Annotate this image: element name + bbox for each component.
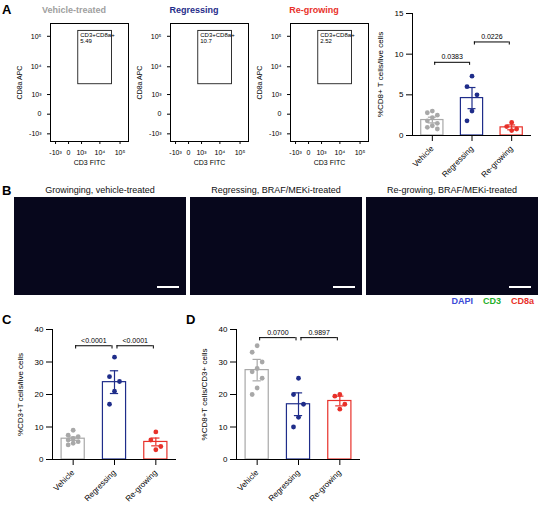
svg-text:Vehicle: Vehicle [411,144,436,169]
svg-text:<0.0001: <0.0001 [122,337,148,344]
svg-text:10: 10 [35,423,44,432]
svg-text:Regressing: Regressing [440,144,475,179]
svg-text:10⁴: 10⁴ [214,149,225,156]
svg-text:0.9897: 0.9897 [308,329,330,336]
svg-text:10⁵: 10⁵ [271,33,282,40]
html-text:DAPI: DAPI [451,296,473,306]
html-text:C: C [2,312,12,327]
svg-text:Re-growing: Re-growing [480,144,515,179]
svg-text:-10³: -10³ [269,130,282,137]
svg-text:Re-growing: Re-growing [308,468,343,503]
svg-text:CD8a APC: CD8a APC [256,66,263,100]
svg-text:-10³: -10³ [289,149,302,156]
html-text:Re-growing, BRAF/MEKi-treated: Re-growing, BRAF/MEKi-treated [387,185,517,195]
svg-text:-10³: -10³ [29,130,42,137]
svg-text:CD3+CD8a+10.7: CD3+CD8a+10.7 [200,32,235,44]
html-text:Growinging, vehicle-treated: Growinging, vehicle-treated [45,185,155,195]
svg-text:10⁵: 10⁵ [151,33,162,40]
svg-text:0: 0 [187,149,191,156]
html-text:Regressing: Regressing [169,5,219,15]
svg-text:5: 5 [399,90,404,99]
svg-text:0: 0 [158,110,162,117]
svg-text:10: 10 [395,50,404,59]
svg-text:<0.0001: <0.0001 [81,337,107,344]
svg-text:10⁴: 10⁴ [94,149,105,156]
svg-text:CD3 FITC: CD3 FITC [74,159,106,166]
html-text:CD8a: CD8a [511,296,534,306]
svg-text:0.0226: 0.0226 [481,33,503,40]
html-text:Re-growing: Re-growing [289,5,339,15]
svg-text:%CD3+T cells/live cells: %CD3+T cells/live cells [16,353,25,436]
svg-text:Regressing: Regressing [267,468,302,503]
svg-text:10⁴: 10⁴ [271,63,282,70]
svg-text:CD8a APC: CD8a APC [136,66,143,100]
html-text:D: D [186,312,196,327]
svg-text:0: 0 [399,131,404,140]
svg-text:30: 30 [35,358,44,367]
svg-text:20: 20 [219,390,228,399]
svg-text:0: 0 [38,110,42,117]
svg-text:0: 0 [278,110,282,117]
svg-text:10⁵: 10⁵ [355,149,366,156]
svg-text:10: 10 [219,423,228,432]
svg-text:10³: 10³ [151,91,162,98]
svg-text:%CD8+T cells/CD3+ cells: %CD8+T cells/CD3+ cells [200,349,209,441]
svg-text:Regressing: Regressing [83,468,118,503]
svg-text:10⁵: 10⁵ [31,33,42,40]
svg-text:10³: 10³ [196,149,207,156]
svg-text:-10³: -10³ [49,149,62,156]
svg-text:Vehicle: Vehicle [236,468,261,493]
svg-text:0.0700: 0.0700 [267,329,289,336]
svg-text:10⁴: 10⁴ [31,63,42,70]
svg-text:CD8a APC: CD8a APC [16,66,23,100]
html-text:Regressing, BRAF/MEKi-treated: Regressing, BRAF/MEKi-treated [211,185,341,195]
svg-text:-10³: -10³ [149,130,162,137]
svg-text:10⁵: 10⁵ [235,149,246,156]
svg-text:CD3 FITC: CD3 FITC [314,159,346,166]
svg-text:0.0383: 0.0383 [441,53,463,60]
html-text:A: A [2,2,12,17]
svg-text:0: 0 [223,455,228,464]
svg-text:Vehicle: Vehicle [52,468,77,493]
html-text:Vehicle-treated: Vehicle-treated [42,5,106,15]
html-text:B: B [2,183,12,198]
svg-text:CD3+CD8a+5.49: CD3+CD8a+5.49 [80,32,115,44]
svg-text:10³: 10³ [76,149,87,156]
svg-text:0: 0 [307,149,311,156]
svg-text:40: 40 [35,325,44,334]
svg-text:30: 30 [219,358,228,367]
svg-text:Re-growing: Re-growing [124,468,159,503]
svg-text:-10³: -10³ [169,149,182,156]
svg-text:10³: 10³ [271,91,282,98]
svg-text:10⁴: 10⁴ [151,63,162,70]
svg-text:0: 0 [39,455,44,464]
svg-text:%CD8+ T cells/live cells: %CD8+ T cells/live cells [376,32,385,117]
svg-text:CD3+CD8a+2.52: CD3+CD8a+2.52 [320,32,355,44]
html-text:CD3: CD3 [483,296,501,306]
svg-text:10³: 10³ [31,91,42,98]
svg-text:15: 15 [395,9,404,18]
svg-text:0: 0 [67,149,71,156]
svg-text:10³: 10³ [316,149,327,156]
svg-text:10⁵: 10⁵ [115,149,126,156]
svg-text:20: 20 [35,390,44,399]
svg-text:10⁴: 10⁴ [334,149,345,156]
svg-text:CD3 FITC: CD3 FITC [194,159,226,166]
svg-text:40: 40 [219,325,228,334]
